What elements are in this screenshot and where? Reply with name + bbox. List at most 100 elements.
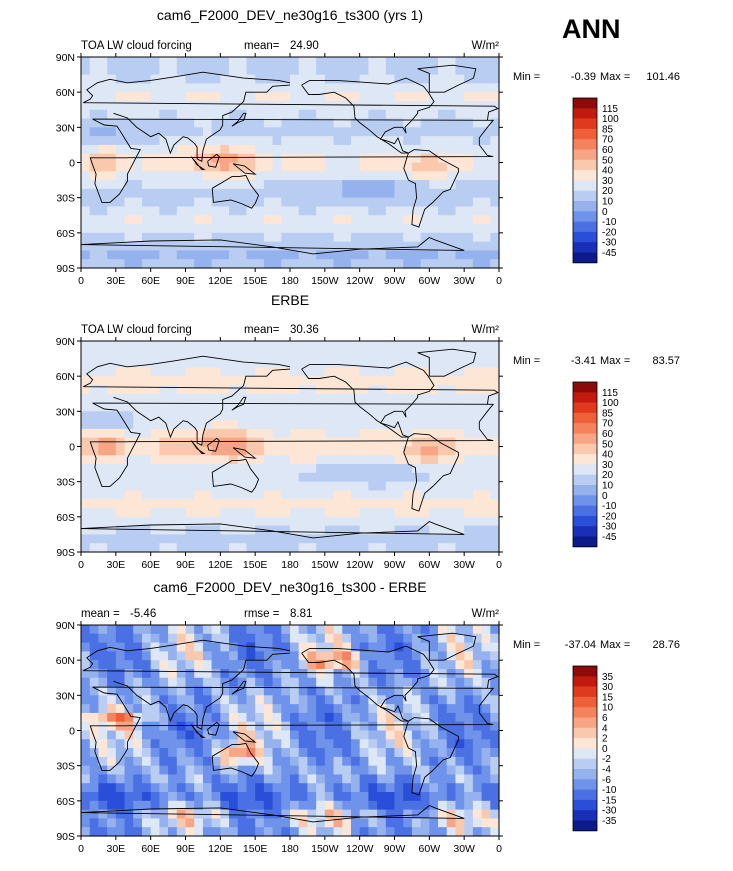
heatmap-cell: [168, 534, 178, 544]
heatmap-cell: [368, 660, 378, 670]
heatmap-cell: [490, 65, 500, 76]
heatmap-cell: [342, 818, 352, 828]
heatmap-cell: [403, 402, 413, 412]
heatmap-cell: [481, 525, 491, 536]
heatmap-cell: [176, 402, 187, 412]
heatmap-cell: [263, 534, 274, 544]
heatmap-cell: [185, 543, 195, 553]
heatmap-cell: [202, 65, 213, 76]
heatmap-cell: [481, 109, 491, 120]
heatmap-cell: [255, 420, 265, 430]
heatmap-cell: [429, 153, 439, 164]
heatmap-cell: [98, 393, 108, 404]
heatmap-cell: [133, 65, 143, 76]
heatmap-cell: [124, 730, 134, 740]
panel-variable-label: TOA LW cloud forcing: [81, 324, 192, 336]
x-tick-label: 30W: [453, 275, 475, 287]
heatmap-cell: [455, 162, 465, 172]
heatmap-cell: [263, 358, 274, 368]
heatmap-cell: [150, 455, 160, 465]
heatmap-cell: [159, 393, 169, 404]
heatmap-cell: [168, 464, 178, 474]
heatmap-cell: [211, 748, 221, 758]
heatmap-cell: [394, 827, 404, 837]
heatmap-cell: [298, 534, 309, 544]
heatmap-cell: [176, 792, 187, 802]
heatmap-cell: [255, 712, 265, 723]
heatmap-cell: [150, 800, 160, 811]
heatmap-cell: [263, 57, 274, 67]
heatmap-cell: [89, 472, 100, 483]
heatmap-cell: [159, 446, 169, 456]
heatmap-cell: [438, 472, 448, 483]
heatmap-cell: [359, 792, 369, 802]
heatmap-cell: [229, 259, 239, 269]
heatmap-cell: [229, 490, 239, 500]
heatmap-cell: [368, 153, 378, 164]
season-label: ANN: [562, 14, 621, 44]
heatmap-cell: [394, 642, 404, 652]
heatmap-cell: [472, 783, 483, 793]
heatmap-cell: [98, 127, 108, 137]
heatmap-cell: [411, 686, 422, 696]
heatmap-cell: [385, 92, 396, 102]
heatmap-cell: [176, 818, 187, 828]
heatmap-cell: [394, 765, 404, 776]
heatmap-cell: [420, 642, 430, 652]
heatmap-cell: [220, 144, 230, 155]
heatmap-cell: [220, 818, 230, 828]
heatmap-cell: [342, 180, 352, 190]
heatmap-cell: [124, 83, 134, 93]
heatmap-cell: [81, 358, 91, 368]
heatmap-cell: [81, 349, 91, 360]
heatmap-cell: [98, 206, 108, 216]
heatmap-cell: [115, 809, 126, 820]
heatmap-cell: [359, 712, 369, 723]
heatmap-cell: [281, 83, 291, 93]
heatmap-cell: [211, 232, 221, 243]
heatmap-cell: [333, 783, 343, 793]
heatmap-cell: [176, 393, 187, 404]
heatmap-cell: [272, 402, 282, 412]
heatmap-cell: [168, 516, 178, 527]
heatmap-cell: [194, 349, 204, 360]
heatmap-cell: [420, 827, 430, 837]
heatmap-cell: [255, 127, 265, 137]
heatmap-cell: [359, 774, 369, 784]
heatmap-cell: [255, 136, 265, 146]
heatmap-cell: [194, 499, 204, 509]
heatmap-cell: [455, 118, 465, 128]
heatmap-cell: [377, 472, 387, 483]
heatmap-cell: [464, 259, 474, 269]
heatmap-cell: [168, 446, 178, 456]
heatmap-cell: [394, 774, 404, 784]
x-tick-label: 150E: [243, 275, 268, 287]
colorbar-label: -45: [602, 532, 617, 543]
heatmap-cell: [281, 171, 291, 181]
max-label: Max =: [600, 355, 630, 367]
heatmap-cell: [411, 83, 422, 93]
heatmap-cell: [176, 83, 187, 93]
heatmap-cell: [194, 384, 204, 395]
heatmap-cell: [350, 215, 361, 225]
heatmap-cell: [159, 349, 169, 360]
heatmap-cell: [176, 534, 187, 544]
heatmap-cell: [307, 651, 317, 661]
heatmap-cell: [446, 481, 457, 492]
heatmap-cell: [429, 783, 439, 793]
heatmap-cell: [350, 660, 361, 670]
heatmap-cell: [377, 402, 387, 412]
heatmap-cell: [342, 144, 352, 155]
heatmap-cell: [124, 171, 134, 181]
heatmap-cell: [368, 341, 378, 351]
coastlines: [80, 64, 499, 255]
heatmap-cell: [290, 730, 300, 740]
heatmap-cell: [429, 446, 439, 456]
heatmap-cell: [107, 695, 117, 705]
max-value: 101.46: [646, 71, 680, 83]
heatmap-cell: [464, 376, 474, 386]
heatmap-cell: [411, 358, 422, 368]
heatmap-cell: [429, 411, 439, 421]
heatmap-cell: [429, 712, 439, 723]
heatmap-cell: [385, 633, 396, 644]
